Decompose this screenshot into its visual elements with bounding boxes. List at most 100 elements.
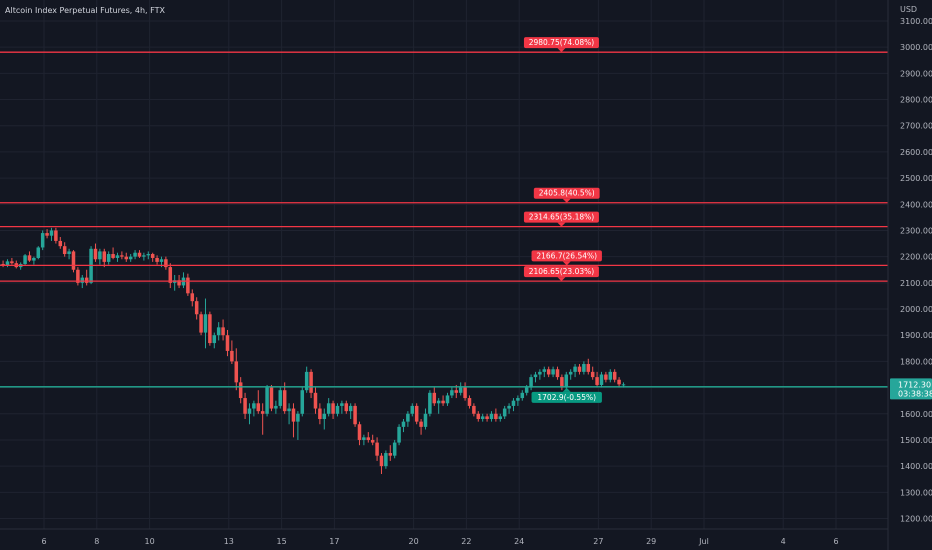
candle[interactable] (551, 366, 555, 378)
candle[interactable] (309, 369, 313, 399)
candle[interactable] (340, 400, 344, 414)
candle[interactable] (397, 424, 401, 446)
candle[interactable] (348, 403, 353, 420)
candle[interactable] (428, 390, 432, 417)
candle[interactable] (577, 364, 582, 375)
candle[interactable] (507, 403, 511, 414)
candle[interactable] (520, 390, 525, 401)
candle[interactable] (23, 254, 27, 266)
candle[interactable] (573, 364, 577, 378)
candle[interactable] (146, 251, 151, 260)
candle[interactable] (155, 255, 159, 265)
candle[interactable] (516, 395, 520, 406)
candle[interactable] (476, 411, 481, 422)
candle[interactable] (238, 377, 243, 404)
candle[interactable] (40, 230, 45, 251)
resistance-level[interactable]: 2314.65(35.18%) (0, 211, 888, 228)
candle[interactable] (344, 400, 349, 414)
candle[interactable] (256, 390, 261, 414)
candle[interactable] (604, 371, 608, 383)
candle[interactable] (115, 252, 120, 262)
candle[interactable] (599, 371, 604, 388)
candle[interactable] (502, 405, 507, 420)
candle[interactable] (247, 403, 252, 425)
candle[interactable] (208, 311, 212, 346)
candle[interactable] (62, 242, 67, 257)
candle[interactable] (93, 243, 98, 262)
price-axis[interactable]: 1200.001300.001400.001500.001600.001700.… (900, 17, 932, 524)
candles-layer[interactable] (0, 227, 626, 475)
candle[interactable] (498, 413, 503, 422)
candle[interactable] (353, 403, 357, 427)
candle[interactable] (199, 311, 203, 336)
support-level[interactable]: 1702.9(-0.55%) (0, 386, 888, 403)
candle[interactable] (45, 229, 49, 239)
candle[interactable] (441, 395, 445, 406)
candle[interactable] (54, 227, 58, 244)
candle[interactable] (388, 445, 393, 461)
candle[interactable] (511, 398, 516, 412)
candle[interactable] (542, 366, 547, 378)
candle[interactable] (533, 371, 538, 383)
candle[interactable] (322, 408, 327, 430)
candle[interactable] (586, 358, 591, 375)
candle[interactable] (555, 366, 560, 380)
candle[interactable] (357, 421, 362, 446)
candle[interactable] (128, 254, 133, 262)
candle[interactable] (84, 269, 89, 286)
candle[interactable] (300, 387, 305, 417)
candle[interactable] (282, 382, 287, 414)
candle[interactable] (582, 361, 586, 375)
candle[interactable] (436, 398, 441, 414)
candle[interactable] (366, 432, 371, 443)
candle[interactable] (560, 374, 564, 391)
candle[interactable] (106, 251, 111, 265)
candle[interactable] (617, 377, 621, 388)
candle[interactable] (1, 260, 5, 268)
candle[interactable] (450, 387, 454, 399)
candle[interactable] (590, 366, 595, 380)
candle[interactable] (467, 395, 472, 409)
candle[interactable] (225, 329, 230, 357)
candle[interactable] (375, 437, 379, 461)
candle[interactable] (58, 237, 63, 249)
resistance-level[interactable]: 2980.75(74.08%) (0, 37, 888, 53)
candle[interactable] (120, 251, 124, 260)
candle[interactable] (252, 400, 256, 417)
candle[interactable] (384, 450, 388, 469)
candle[interactable] (318, 403, 322, 425)
candle[interactable] (142, 252, 146, 261)
candle[interactable] (612, 369, 617, 383)
candle[interactable] (472, 403, 476, 417)
candle[interactable] (546, 366, 551, 378)
candle[interactable] (335, 403, 340, 417)
candle[interactable] (133, 250, 137, 260)
candle[interactable] (370, 434, 375, 446)
candle[interactable] (414, 403, 419, 425)
candle[interactable] (67, 248, 71, 260)
candle[interactable] (362, 434, 366, 446)
resistance-level[interactable]: 2405.8(40.5%) (0, 187, 888, 204)
candle[interactable] (304, 366, 309, 393)
candle[interactable] (221, 319, 225, 341)
candle[interactable] (529, 374, 533, 391)
candle[interactable] (10, 257, 14, 265)
candle[interactable] (463, 382, 467, 401)
candle[interactable] (216, 322, 221, 341)
candle[interactable] (168, 263, 173, 289)
candle[interactable] (485, 413, 489, 422)
candle[interactable] (212, 332, 217, 349)
candle[interactable] (326, 398, 331, 417)
candle[interactable] (102, 248, 107, 268)
candle[interactable] (269, 384, 274, 412)
candle[interactable] (32, 256, 36, 265)
candle[interactable] (230, 340, 234, 365)
candle[interactable] (489, 411, 494, 422)
candle[interactable] (392, 439, 397, 459)
candle[interactable] (291, 403, 296, 438)
candle[interactable] (164, 256, 168, 270)
candle[interactable] (243, 392, 247, 420)
candle[interactable] (406, 411, 410, 427)
candle[interactable] (98, 248, 102, 265)
